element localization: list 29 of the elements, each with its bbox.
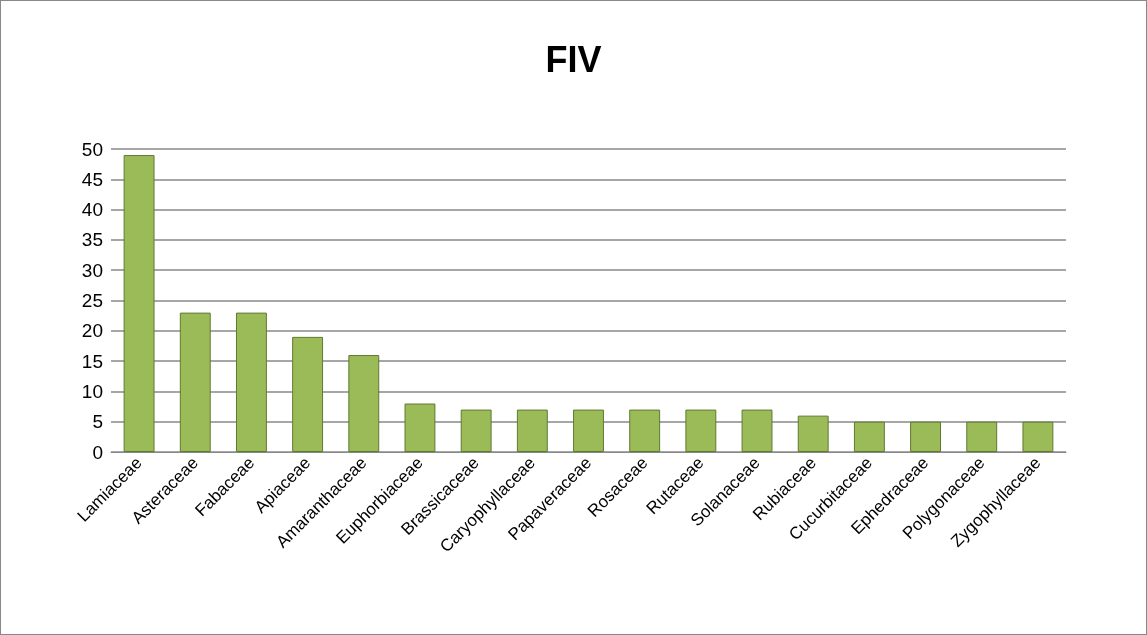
bar (629, 409, 661, 452)
bar (573, 409, 604, 452)
bar (404, 403, 436, 452)
y-tick-label: 50 (81, 138, 103, 160)
bar (235, 312, 267, 452)
y-tick-label: 35 (81, 229, 103, 251)
y-tick-label: 15 (81, 350, 103, 372)
bar (516, 409, 548, 452)
y-tick-label: 0 (92, 441, 103, 463)
bar (292, 336, 324, 452)
y-tick-label: 40 (81, 199, 103, 221)
bar (966, 421, 998, 452)
bar (179, 312, 211, 452)
bar (685, 409, 717, 452)
bar (348, 355, 380, 452)
y-tick-label: 10 (81, 380, 103, 402)
bar (123, 155, 155, 452)
bar (853, 421, 885, 452)
y-tick-label: 5 (92, 411, 103, 433)
bar (910, 421, 942, 452)
y-tick-label: 25 (81, 290, 103, 311)
y-tick-label: 45 (81, 168, 103, 190)
y-tick-label: 20 (81, 320, 103, 342)
bar (797, 415, 829, 452)
y-tick-label: 30 (81, 259, 103, 281)
bar (741, 409, 773, 452)
bar (1022, 421, 1054, 452)
bar (460, 409, 492, 452)
chart-title: FIV (545, 38, 602, 80)
